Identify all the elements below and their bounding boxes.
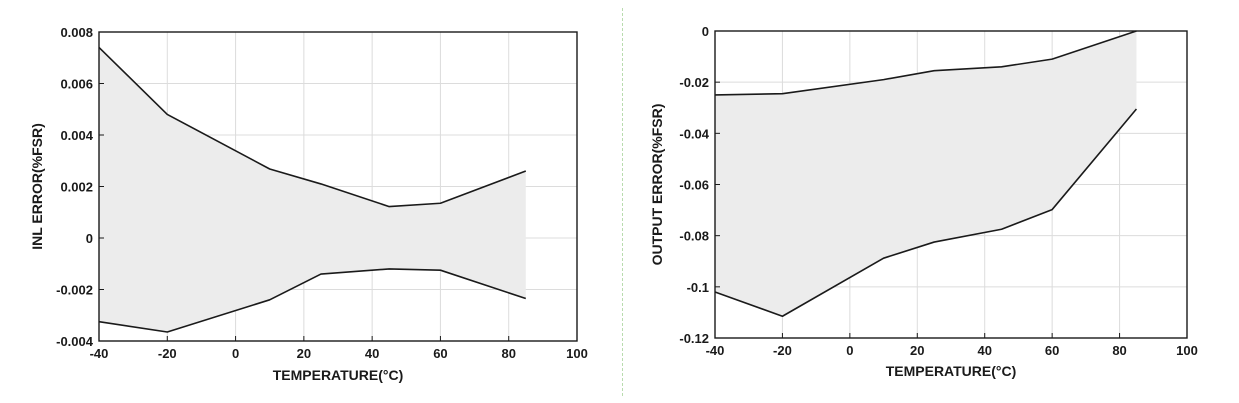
x-tick-label: 40 bbox=[977, 343, 991, 358]
y-tick-label: -0.02 bbox=[679, 75, 709, 90]
inl-error-chart: -40 -20 0 20 40 60 80 100 -0.004 -0.002 0 0.002 0.00… bbox=[29, 25, 588, 383]
x-tick-label: 80 bbox=[1112, 343, 1126, 358]
output-error-chart: -40 -20 0 20 40 60 80 100 -0.12 -0.1 -0.08 -0.06 -0.… bbox=[649, 24, 1198, 379]
x-tick-label: 20 bbox=[297, 346, 311, 361]
x-axis-label: TEMPERATURE(°C) bbox=[273, 367, 404, 383]
y-tick-label: -0.12 bbox=[679, 331, 709, 346]
x-tick-label: 80 bbox=[501, 346, 515, 361]
y-tick-label: 0.006 bbox=[60, 77, 93, 92]
x-tick-label: 0 bbox=[232, 346, 239, 361]
x-tick-label: 40 bbox=[365, 346, 379, 361]
y-tick-label: -0.04 bbox=[679, 126, 709, 141]
lower-bound-line bbox=[98, 268, 527, 333]
y-axis-label: OUTPUT ERROR(%FSR) bbox=[649, 104, 665, 266]
x-tick-label: 60 bbox=[1045, 343, 1059, 358]
y-tick-label: 0 bbox=[86, 231, 93, 246]
error-band-fill bbox=[99, 47, 526, 332]
x-tick-label: -40 bbox=[706, 343, 725, 358]
y-tick-label: -0.08 bbox=[679, 229, 709, 244]
x-tick-label: 60 bbox=[433, 346, 447, 361]
x-tick-label: -20 bbox=[773, 343, 792, 358]
y-axis-label: INL ERROR(%FSR) bbox=[29, 123, 45, 250]
x-tick-label: 100 bbox=[1176, 343, 1198, 358]
panel-divider bbox=[622, 8, 623, 396]
upper-bound-line bbox=[714, 30, 1137, 96]
upper-bound-line bbox=[98, 46, 527, 208]
y-tick-label: -0.06 bbox=[679, 178, 709, 193]
x-axis-label: TEMPERATURE(°C) bbox=[886, 363, 1017, 379]
y-tick-label: 0.004 bbox=[60, 128, 93, 143]
y-tick-label: 0 bbox=[702, 24, 709, 39]
x-tick-label: -20 bbox=[158, 346, 177, 361]
x-tick-label: 20 bbox=[910, 343, 924, 358]
lower-bound-line bbox=[714, 108, 1138, 318]
y-tick-label: 0.008 bbox=[60, 25, 93, 40]
x-tick-label: -40 bbox=[90, 346, 109, 361]
x-tick-label: 100 bbox=[566, 346, 588, 361]
y-tick-label: -0.004 bbox=[56, 334, 94, 349]
y-tick-label: 0.002 bbox=[60, 180, 93, 195]
y-tick-label: -0.1 bbox=[687, 280, 709, 295]
y-tick-label: -0.002 bbox=[56, 283, 93, 298]
x-tick-label: 0 bbox=[846, 343, 853, 358]
error-band-fill bbox=[715, 31, 1137, 317]
